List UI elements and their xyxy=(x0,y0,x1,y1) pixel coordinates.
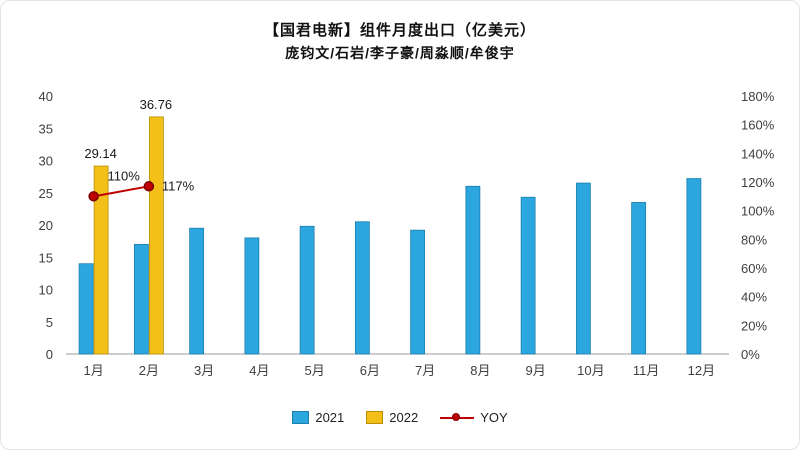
bar-2021-9月 xyxy=(520,196,536,355)
bar-2021-1月 xyxy=(78,263,94,355)
legend-item-yoy: YOY xyxy=(440,410,508,425)
legend-swatch-2022 xyxy=(366,411,384,424)
x-axis-label: 7月 xyxy=(415,363,435,378)
x-axis-label: 5月 xyxy=(305,363,325,378)
left-axis-tick: 30 xyxy=(39,154,53,169)
chart-subtitle: 庞钧文/石岩/李子豪/周淼顺/牟俊宇 xyxy=(285,45,515,61)
x-axis-label: 4月 xyxy=(249,363,269,378)
x-axis-label: 2月 xyxy=(139,363,159,378)
x-axis-label: 1月 xyxy=(84,363,104,378)
yoy-line xyxy=(93,185,150,198)
chart-title: 【国君电新】组件月度出口（亿美元） xyxy=(263,22,536,39)
bar-2021-6月 xyxy=(354,221,370,355)
yoy-label-2月: 117% xyxy=(162,178,195,193)
right-axis-tick: 180% xyxy=(741,89,775,104)
right-axis-tick: 120% xyxy=(741,175,775,190)
right-axis-tick: 100% xyxy=(741,204,775,219)
bar-2021-7月 xyxy=(410,229,426,355)
bar-2021-3月 xyxy=(189,227,205,355)
right-axis-tick: 80% xyxy=(741,232,767,247)
left-axis-tick: 5 xyxy=(46,315,53,330)
legend-label-yoy: YOY xyxy=(480,410,508,425)
left-axis-tick: 25 xyxy=(39,186,53,201)
right-axis-tick: 160% xyxy=(741,118,775,133)
right-axis-tick: 20% xyxy=(741,318,767,333)
legend-item-2022: 2022 xyxy=(366,410,418,425)
legend-item-2021: 2021 xyxy=(292,410,344,425)
bar-2021-8月 xyxy=(465,185,481,355)
right-axis-tick: 60% xyxy=(741,261,767,276)
bar-2021-12月 xyxy=(686,178,702,355)
left-axis-tick: 0 xyxy=(46,347,53,362)
x-axis-label: 8月 xyxy=(470,363,490,378)
bar-2022-1月 xyxy=(93,165,109,355)
bar-2021-4月 xyxy=(244,237,260,355)
yoy-label-1月: 110% xyxy=(107,168,140,183)
x-axis-label: 11月 xyxy=(633,363,660,378)
legend-swatch-2021 xyxy=(292,411,310,424)
left-axis-tick: 20 xyxy=(39,218,53,233)
left-axis-tick: 40 xyxy=(39,89,53,104)
x-axis-label: 6月 xyxy=(360,363,380,378)
yoy-marker-1月 xyxy=(88,191,99,202)
bar-label-2022-2月: 36.76 xyxy=(140,97,173,112)
legend-swatch-yoy xyxy=(440,412,475,423)
x-axis-label: 10月 xyxy=(577,363,604,378)
x-axis-label: 3月 xyxy=(194,363,214,378)
left-axis-tick: 35 xyxy=(39,121,53,136)
bar-label-2022-1月: 29.14 xyxy=(84,146,117,161)
bar-2021-10月 xyxy=(575,182,591,355)
bar-2021-11月 xyxy=(631,202,647,355)
x-axis-label: 12月 xyxy=(688,363,715,378)
legend: 2021 2022 YOY xyxy=(1,410,799,425)
legend-label-2022: 2022 xyxy=(389,410,419,425)
left-axis-tick: 15 xyxy=(39,250,53,265)
x-axis-label: 9月 xyxy=(526,363,546,378)
bar-2022-2月 xyxy=(148,116,164,355)
left-axis-tick: 10 xyxy=(39,283,53,298)
right-axis-tick: 0% xyxy=(741,347,760,362)
bar-2021-5月 xyxy=(299,225,315,355)
bar-2021-2月 xyxy=(133,243,149,355)
yoy-marker-icon xyxy=(452,412,461,421)
yoy-marker-2月 xyxy=(143,181,155,192)
legend-label-2021: 2021 xyxy=(315,410,345,425)
right-axis-tick: 40% xyxy=(741,290,767,305)
right-axis-tick: 140% xyxy=(741,146,775,161)
